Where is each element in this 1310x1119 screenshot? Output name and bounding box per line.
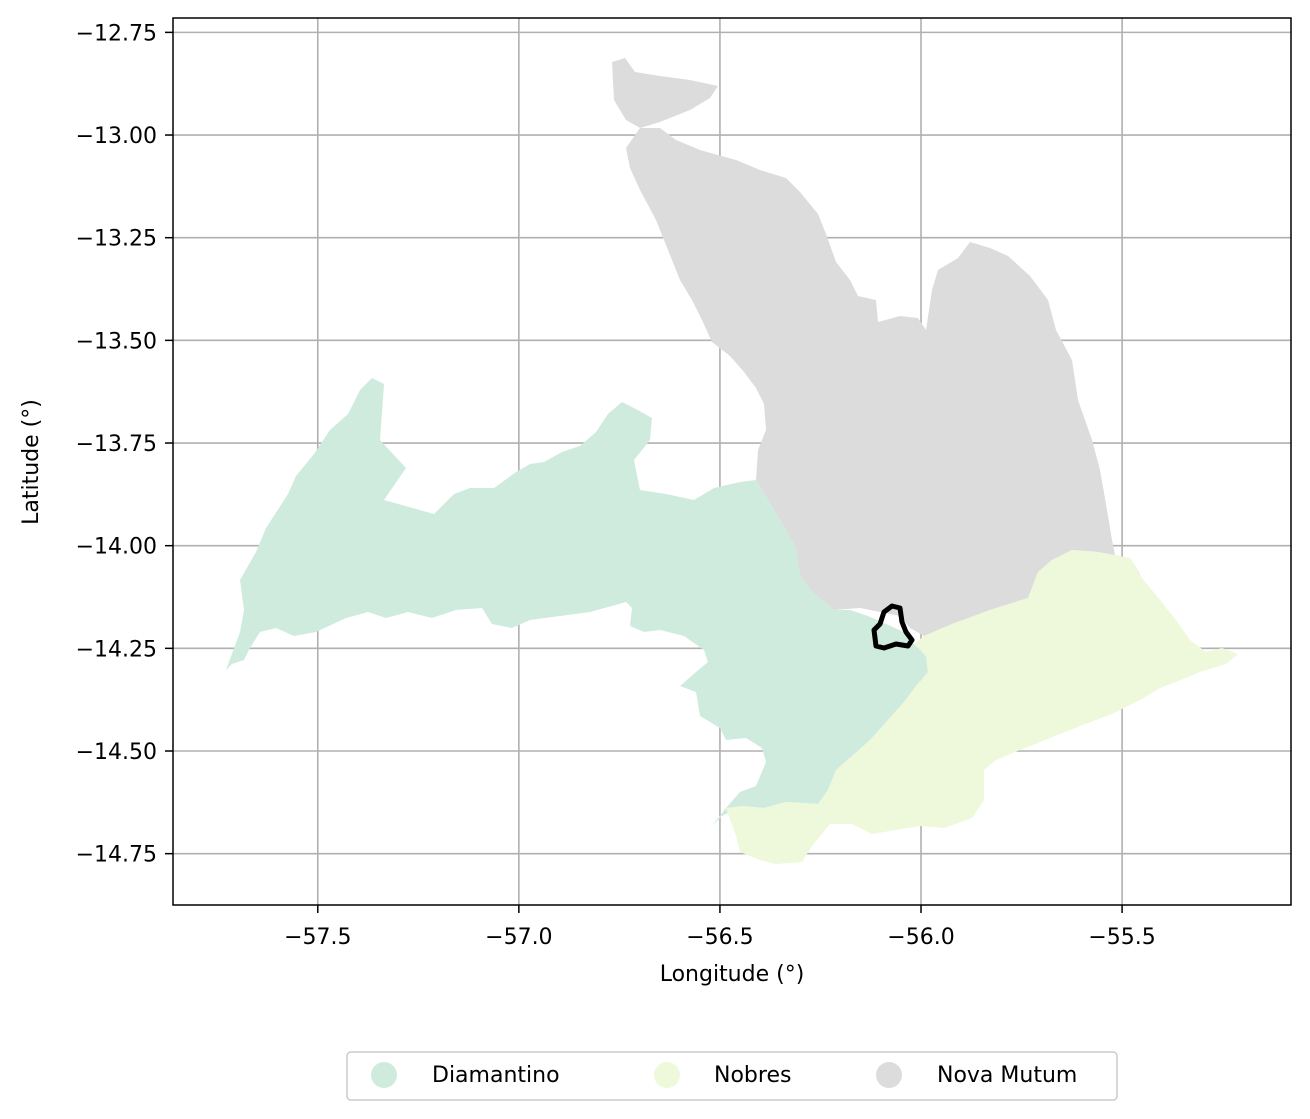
x-tick-label: −56.5 xyxy=(686,925,753,950)
region-nova-mutum xyxy=(612,58,1142,636)
regions-layer xyxy=(226,58,1238,864)
legend: Diamantino Nobres Nova Mutum xyxy=(346,1051,1118,1101)
y-tick-label: −14.75 xyxy=(76,843,157,868)
x-tick-label: −57.0 xyxy=(485,925,552,950)
y-tick-label: −13.25 xyxy=(76,227,157,252)
legend-box xyxy=(346,1051,1118,1101)
legend-label-diamantino: Diamantino xyxy=(432,1063,560,1088)
x-axis-label: Longitude (°) xyxy=(660,962,805,987)
axes-frame xyxy=(172,17,1292,906)
y-tick-label: −13.75 xyxy=(76,432,157,457)
y-tick-label: −14.00 xyxy=(76,535,157,560)
y-axis-ticks: −12.75 −13.00 −13.25 −13.50 −13.75 −14.00 −14.… xyxy=(76,21,173,868)
y-axis-label: Latitude (°) xyxy=(19,399,44,525)
legend-marker-nobres xyxy=(654,1062,680,1088)
x-axis-ticks: −57.5 −57.0 −56.5 −56.0 −55.5 xyxy=(284,905,1156,950)
y-tick-label: −14.50 xyxy=(76,740,157,765)
x-tick-label: −56.0 xyxy=(887,925,954,950)
legend-marker-nova-mutum xyxy=(876,1062,902,1088)
legend-label-nobres: Nobres xyxy=(714,1063,791,1088)
y-tick-label: −13.00 xyxy=(76,124,157,149)
y-tick-label: −12.75 xyxy=(76,21,157,46)
legend-label-nova-mutum: Nova Mutum xyxy=(937,1063,1077,1088)
y-tick-label: −14.25 xyxy=(76,637,157,662)
region-diamantino xyxy=(226,378,928,826)
x-tick-label: −55.5 xyxy=(1088,925,1155,950)
highlight-outline xyxy=(871,603,915,651)
region-nobres xyxy=(726,550,1238,864)
x-tick-label: −57.5 xyxy=(284,925,351,950)
y-tick-label: −13.50 xyxy=(76,329,157,354)
legend-marker-diamantino xyxy=(371,1062,397,1088)
